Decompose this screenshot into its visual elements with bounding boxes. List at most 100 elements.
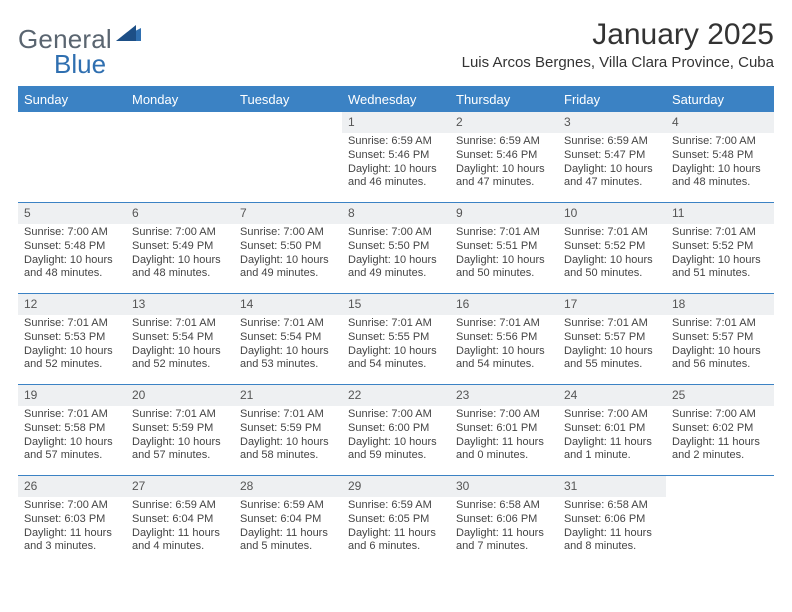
day-body: Sunrise: 7:01 AMSunset: 5:53 PMDaylight:… <box>18 317 126 378</box>
week-row: 5Sunrise: 7:00 AMSunset: 5:48 PMDaylight… <box>18 202 774 293</box>
daylight-line2: and 48 minutes. <box>132 267 228 281</box>
day-number: 11 <box>666 203 774 224</box>
sunset-line: Sunset: 5:57 PM <box>672 331 768 345</box>
day-body: Sunrise: 7:01 AMSunset: 5:59 PMDaylight:… <box>126 408 234 469</box>
day-cell: 20Sunrise: 7:01 AMSunset: 5:59 PMDayligh… <box>126 385 234 475</box>
week-row: 1Sunrise: 6:59 AMSunset: 5:46 PMDaylight… <box>18 111 774 202</box>
daylight-line2: and 52 minutes. <box>132 358 228 372</box>
daylight-line1: Daylight: 10 hours <box>348 436 444 450</box>
day-number: 2 <box>450 112 558 133</box>
sunrise-line: Sunrise: 7:00 AM <box>348 408 444 422</box>
daylight-line2: and 48 minutes. <box>672 176 768 190</box>
sunset-line: Sunset: 5:50 PM <box>240 240 336 254</box>
sunset-line: Sunset: 6:05 PM <box>348 513 444 527</box>
daylight-line1: Daylight: 10 hours <box>240 436 336 450</box>
daylight-line1: Daylight: 10 hours <box>348 254 444 268</box>
day-body: Sunrise: 7:01 AMSunset: 5:57 PMDaylight:… <box>558 317 666 378</box>
daylight-line1: Daylight: 10 hours <box>672 163 768 177</box>
daylight-line2: and 58 minutes. <box>240 449 336 463</box>
daylight-line2: and 0 minutes. <box>456 449 552 463</box>
sunset-line: Sunset: 5:52 PM <box>672 240 768 254</box>
daylight-line1: Daylight: 11 hours <box>240 527 336 541</box>
day-body: Sunrise: 7:00 AMSunset: 6:01 PMDaylight:… <box>558 408 666 469</box>
day-number: 23 <box>450 385 558 406</box>
day-cell: 12Sunrise: 7:01 AMSunset: 5:53 PMDayligh… <box>18 294 126 384</box>
topbar: GeneralBlue January 2025 Luis Arcos Berg… <box>18 18 774 80</box>
daylight-line2: and 8 minutes. <box>564 540 660 554</box>
dow-header: Saturday <box>666 88 774 111</box>
day-number: 6 <box>126 203 234 224</box>
sunrise-line: Sunrise: 7:00 AM <box>24 499 120 513</box>
title-block: January 2025 Luis Arcos Bergnes, Villa C… <box>462 18 774 71</box>
daylight-line1: Daylight: 11 hours <box>564 527 660 541</box>
day-body: Sunrise: 6:59 AMSunset: 6:04 PMDaylight:… <box>234 499 342 560</box>
daylight-line1: Daylight: 10 hours <box>564 254 660 268</box>
sunset-line: Sunset: 5:54 PM <box>132 331 228 345</box>
daylight-line1: Daylight: 11 hours <box>456 436 552 450</box>
daylight-line2: and 50 minutes. <box>456 267 552 281</box>
sunset-line: Sunset: 6:01 PM <box>564 422 660 436</box>
daylight-line1: Daylight: 10 hours <box>564 163 660 177</box>
day-cell: 5Sunrise: 7:00 AMSunset: 5:48 PMDaylight… <box>18 203 126 293</box>
day-cell: 8Sunrise: 7:00 AMSunset: 5:50 PMDaylight… <box>342 203 450 293</box>
day-cell: 13Sunrise: 7:01 AMSunset: 5:54 PMDayligh… <box>126 294 234 384</box>
calendar-page: GeneralBlue January 2025 Luis Arcos Berg… <box>0 0 792 612</box>
day-body: Sunrise: 7:01 AMSunset: 5:52 PMDaylight:… <box>558 226 666 287</box>
page-subtitle: Luis Arcos Bergnes, Villa Clara Province… <box>462 54 774 71</box>
sunset-line: Sunset: 5:54 PM <box>240 331 336 345</box>
daylight-line1: Daylight: 11 hours <box>132 527 228 541</box>
sunrise-line: Sunrise: 6:59 AM <box>132 499 228 513</box>
daylight-line1: Daylight: 11 hours <box>564 436 660 450</box>
daylight-line1: Daylight: 10 hours <box>564 345 660 359</box>
sunrise-line: Sunrise: 6:59 AM <box>564 135 660 149</box>
empty-cell <box>666 476 774 566</box>
calendar-table: SundayMondayTuesdayWednesdayThursdayFrid… <box>18 86 774 566</box>
day-body: Sunrise: 7:00 AMSunset: 6:03 PMDaylight:… <box>18 499 126 560</box>
day-cell: 21Sunrise: 7:01 AMSunset: 5:59 PMDayligh… <box>234 385 342 475</box>
sunset-line: Sunset: 5:48 PM <box>24 240 120 254</box>
day-cell: 17Sunrise: 7:01 AMSunset: 5:57 PMDayligh… <box>558 294 666 384</box>
daylight-line2: and 57 minutes. <box>24 449 120 463</box>
sunrise-line: Sunrise: 6:58 AM <box>564 499 660 513</box>
daylight-line2: and 51 minutes. <box>672 267 768 281</box>
daylight-line2: and 50 minutes. <box>564 267 660 281</box>
day-body: Sunrise: 7:00 AMSunset: 5:50 PMDaylight:… <box>342 226 450 287</box>
day-cell: 30Sunrise: 6:58 AMSunset: 6:06 PMDayligh… <box>450 476 558 566</box>
day-body: Sunrise: 7:01 AMSunset: 5:56 PMDaylight:… <box>450 317 558 378</box>
day-cell: 31Sunrise: 6:58 AMSunset: 6:06 PMDayligh… <box>558 476 666 566</box>
sunset-line: Sunset: 5:59 PM <box>240 422 336 436</box>
day-number: 4 <box>666 112 774 133</box>
sunrise-line: Sunrise: 7:01 AM <box>24 408 120 422</box>
daylight-line2: and 2 minutes. <box>672 449 768 463</box>
sunrise-line: Sunrise: 6:58 AM <box>456 499 552 513</box>
sunset-line: Sunset: 5:47 PM <box>564 149 660 163</box>
day-number: 14 <box>234 294 342 315</box>
sunrise-line: Sunrise: 7:00 AM <box>348 226 444 240</box>
sunrise-line: Sunrise: 7:01 AM <box>672 317 768 331</box>
daylight-line1: Daylight: 10 hours <box>132 254 228 268</box>
sunset-line: Sunset: 6:06 PM <box>564 513 660 527</box>
day-body: Sunrise: 7:01 AMSunset: 5:51 PMDaylight:… <box>450 226 558 287</box>
day-cell: 10Sunrise: 7:01 AMSunset: 5:52 PMDayligh… <box>558 203 666 293</box>
dow-header: Thursday <box>450 88 558 111</box>
daylight-line1: Daylight: 11 hours <box>672 436 768 450</box>
sunrise-line: Sunrise: 6:59 AM <box>240 499 336 513</box>
daylight-line1: Daylight: 10 hours <box>672 254 768 268</box>
sunrise-line: Sunrise: 7:01 AM <box>564 226 660 240</box>
daylight-line2: and 53 minutes. <box>240 358 336 372</box>
week-row: 26Sunrise: 7:00 AMSunset: 6:03 PMDayligh… <box>18 475 774 566</box>
daylight-line1: Daylight: 10 hours <box>240 254 336 268</box>
day-cell: 11Sunrise: 7:01 AMSunset: 5:52 PMDayligh… <box>666 203 774 293</box>
daylight-line2: and 52 minutes. <box>24 358 120 372</box>
dow-header: Monday <box>126 88 234 111</box>
day-body: Sunrise: 6:59 AMSunset: 5:46 PMDaylight:… <box>450 135 558 196</box>
daylight-line1: Daylight: 10 hours <box>24 254 120 268</box>
day-number: 5 <box>18 203 126 224</box>
daylight-line2: and 49 minutes. <box>348 267 444 281</box>
dow-header: Friday <box>558 88 666 111</box>
day-number: 13 <box>126 294 234 315</box>
sunrise-line: Sunrise: 7:01 AM <box>24 317 120 331</box>
sunrise-line: Sunrise: 7:00 AM <box>564 408 660 422</box>
day-number: 25 <box>666 385 774 406</box>
day-body: Sunrise: 7:01 AMSunset: 5:55 PMDaylight:… <box>342 317 450 378</box>
